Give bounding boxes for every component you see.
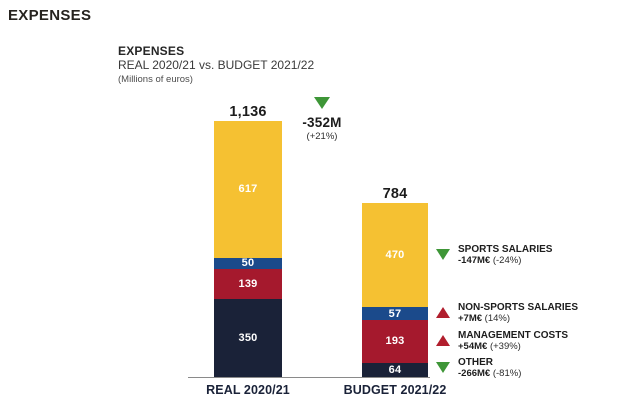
x-axis-line — [188, 377, 430, 378]
chart-subtitle: REAL 2020/21 vs. BUDGET 2021/22 — [118, 58, 315, 72]
legend-series-change: -266M€ (-81%) — [458, 368, 522, 379]
total-change-annotation: -352M (+21%) — [282, 96, 362, 142]
total-change-percent: (+21%) — [306, 131, 338, 142]
legend-row: SPORTS SALARIES -147M€ (-24%) — [436, 244, 636, 267]
segment-value-label: 57 — [388, 307, 402, 320]
increase-triangle-icon — [436, 307, 450, 318]
total-change-value: -352M — [302, 115, 342, 130]
legend-series-name: NON-SPORTS SALARIES — [458, 302, 579, 313]
bar-segment: 470 — [362, 203, 428, 308]
segment-value-label: 617 — [238, 183, 258, 196]
bar-segment: 57 — [362, 307, 428, 321]
bar-segment: 50 — [214, 257, 282, 270]
legend-series-name: MANAGEMENT COSTS — [458, 330, 568, 341]
page-title: EXPENSES — [8, 7, 92, 24]
legend-series-change: -147M€ (-24%) — [458, 255, 522, 266]
segment-value-label: 64 — [388, 363, 402, 376]
bar-segment: 139 — [214, 268, 282, 300]
legend-row: MANAGEMENT COSTS +54M€ (+39%) — [436, 330, 636, 353]
chart-title: EXPENSES — [118, 44, 185, 58]
bar-segment: 64 — [362, 362, 428, 377]
decrease-triangle-icon — [436, 362, 450, 373]
bar-total-label: 1,136 — [229, 103, 267, 120]
bar-segment: 617 — [214, 120, 282, 258]
segment-value-label: 139 — [238, 278, 258, 291]
segment-value-label: 470 — [385, 249, 405, 262]
decrease-triangle-icon — [314, 97, 330, 109]
legend-series-name: OTHER — [458, 357, 493, 368]
legend-row: OTHER -266M€ (-81%) — [436, 357, 636, 380]
legend-row: NON-SPORTS SALARIES +7M€ (14%) — [436, 302, 636, 325]
x-axis-label: BUDGET 2021/22 — [343, 383, 447, 397]
legend-series-change: +7M€ (14%) — [458, 313, 511, 324]
chart-units-note: (Millions of euros) — [118, 74, 193, 85]
segment-value-label: 50 — [241, 257, 255, 270]
x-axis-label: REAL 2020/21 — [206, 383, 290, 397]
segment-value-label: 193 — [385, 335, 405, 348]
decrease-triangle-icon — [436, 249, 450, 260]
legend-series-name: SPORTS SALARIES — [458, 244, 553, 255]
bar-total-label: 784 — [382, 186, 408, 203]
legend-series-change: +54M€ (+39%) — [458, 341, 521, 352]
segment-value-label: 350 — [238, 332, 258, 345]
chart-header: EXPENSES REAL 2020/21 vs. BUDGET 2021/22… — [118, 44, 378, 86]
bar-segment: 350 — [214, 299, 282, 377]
bar-segment: 193 — [362, 320, 428, 363]
increase-triangle-icon — [436, 335, 450, 346]
